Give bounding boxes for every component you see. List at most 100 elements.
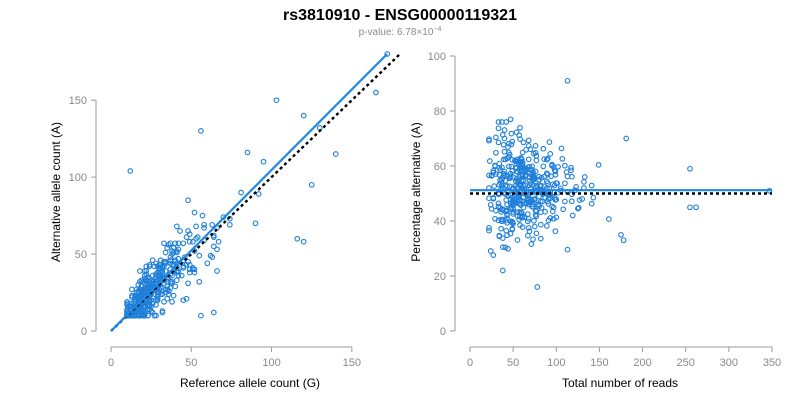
data-point: [516, 209, 523, 215]
data-point: [167, 240, 174, 247]
data-point: [209, 221, 216, 228]
data-point: [175, 246, 182, 253]
data-point: [552, 171, 559, 178]
data-point: [210, 243, 217, 250]
data-point: [165, 291, 172, 297]
data-point: [173, 277, 180, 284]
data-point: [214, 246, 220, 253]
data-point: [516, 132, 523, 139]
data-point: [273, 97, 280, 104]
data-point: [162, 249, 169, 256]
data-point: [124, 306, 130, 313]
data-point: [201, 225, 207, 231]
data-point: [167, 254, 174, 260]
pvalue-exponent: −4: [433, 26, 441, 33]
data-point: [491, 183, 498, 189]
data-point: [157, 285, 164, 291]
data-point: [546, 139, 553, 145]
data-point: [525, 156, 532, 163]
data-point: [504, 207, 510, 214]
data-point: [154, 295, 161, 302]
data-point: [576, 197, 583, 203]
data-point: [520, 139, 527, 146]
data-point: [308, 181, 315, 188]
right-x-tick-label: 50: [507, 357, 519, 369]
data-point: [185, 258, 191, 265]
data-point: [501, 127, 508, 133]
data-point: [493, 149, 499, 156]
data-point: [332, 151, 339, 157]
data-point: [530, 169, 536, 176]
data-point: [503, 227, 510, 234]
left-fit-line: [110, 53, 388, 332]
data-point: [198, 128, 204, 134]
data-point: [562, 198, 568, 205]
data-point: [523, 199, 529, 206]
left-reference-line: [110, 53, 401, 332]
data-point: [214, 268, 220, 274]
data-point: [523, 146, 529, 153]
data-point: [169, 298, 175, 305]
data-point: [201, 221, 207, 228]
data-point: [541, 156, 548, 162]
data-point: [490, 252, 497, 258]
data-point: [519, 224, 526, 230]
data-point: [496, 171, 503, 178]
data-point: [532, 179, 539, 186]
data-point: [135, 311, 142, 317]
data-point: [207, 252, 214, 259]
data-point: [517, 136, 523, 142]
data-point: [498, 225, 504, 232]
data-point: [170, 292, 177, 299]
data-point: [169, 248, 175, 254]
data-point: [186, 269, 193, 276]
data-point: [530, 236, 536, 243]
data-point: [215, 238, 222, 245]
data-point: [180, 240, 187, 247]
right-x-tick-label: 250: [677, 357, 695, 369]
data-point: [513, 164, 520, 171]
data-point: [504, 183, 510, 189]
data-point: [595, 162, 602, 168]
data-point: [509, 157, 516, 163]
data-point: [226, 215, 233, 222]
right-y-tick-label: 40: [434, 216, 446, 228]
data-point: [486, 136, 492, 142]
left-x-tick-label: 0: [108, 357, 114, 369]
data-point: [161, 240, 167, 247]
data-point: [525, 225, 532, 231]
data-point: [493, 207, 499, 214]
data-point: [495, 203, 502, 210]
data-point: [180, 263, 187, 270]
data-point: [499, 244, 506, 250]
data-point: [528, 241, 535, 247]
right-x-tick-label: 200: [633, 357, 651, 369]
data-point: [504, 232, 510, 239]
data-point: [149, 257, 156, 264]
data-point: [505, 245, 511, 252]
data-point: [544, 155, 551, 162]
data-point: [519, 213, 526, 219]
data-point: [517, 124, 523, 131]
data-point: [499, 164, 505, 171]
data-point: [492, 215, 498, 222]
right-x-tick-label: 100: [547, 357, 565, 369]
right-y-tick-label: 0: [440, 326, 446, 338]
data-point: [536, 176, 542, 183]
data-point: [132, 298, 138, 305]
data-point: [196, 252, 203, 259]
data-point: [693, 204, 699, 211]
data-point: [495, 139, 502, 146]
right-x-label: Total number of reads: [562, 376, 678, 390]
right-y-tick-label: 80: [434, 106, 446, 118]
data-point: [518, 155, 524, 161]
data-point: [544, 198, 551, 205]
data-point: [146, 261, 153, 268]
data-point: [534, 284, 541, 290]
data-point: [154, 272, 161, 279]
data-point: [180, 297, 187, 304]
data-point: [175, 255, 182, 262]
data-point: [510, 174, 516, 180]
data-point: [618, 231, 624, 238]
data-point: [575, 205, 581, 212]
